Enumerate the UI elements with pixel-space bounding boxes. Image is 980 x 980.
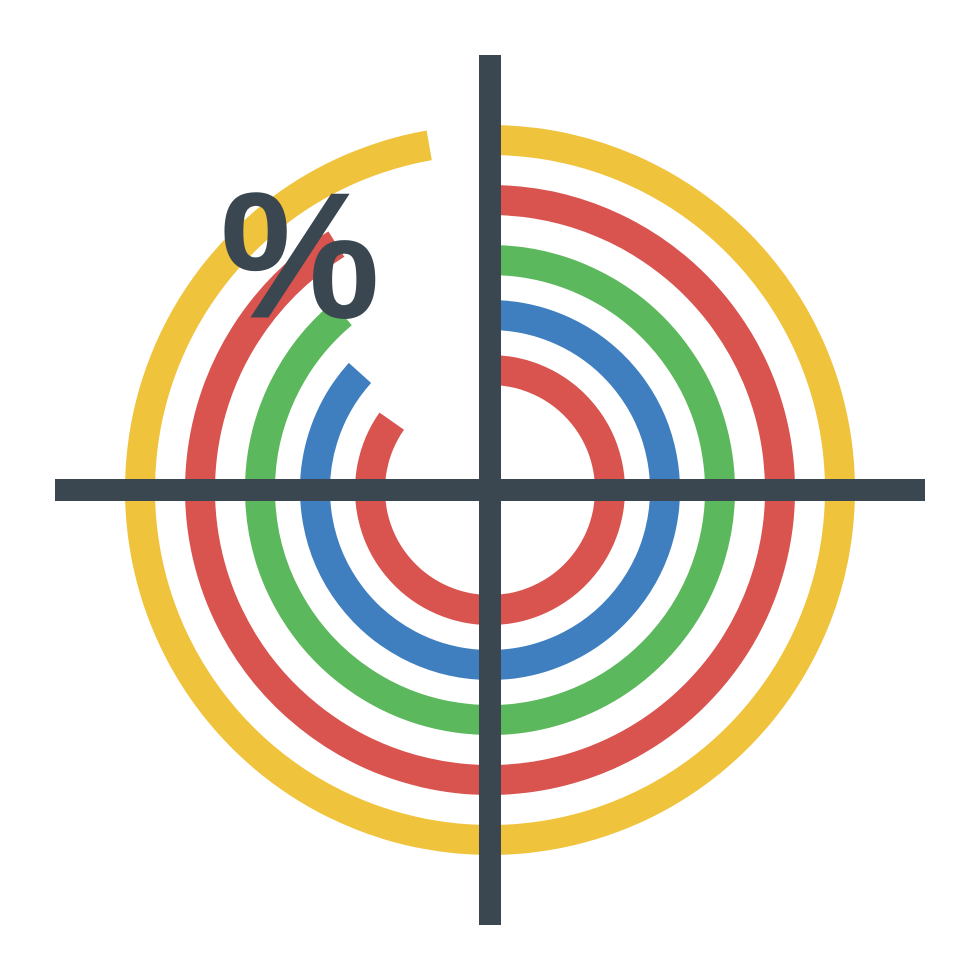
radial-percent-chart: % xyxy=(0,0,980,980)
percent-icon: % xyxy=(220,156,380,357)
